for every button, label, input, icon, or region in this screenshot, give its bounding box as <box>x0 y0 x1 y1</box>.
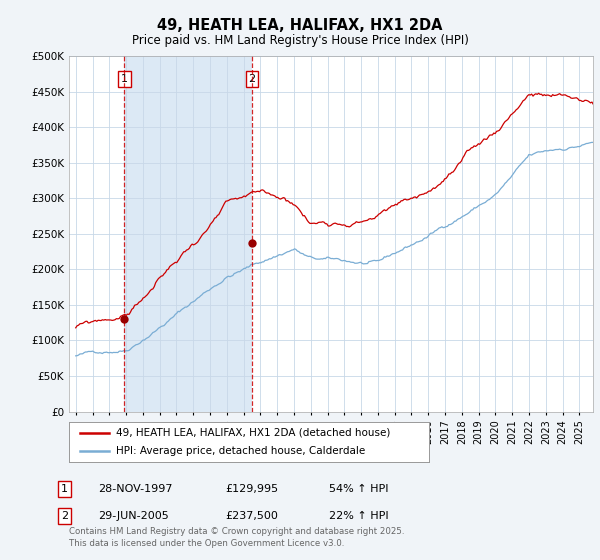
Bar <box>124 56 252 412</box>
Text: £237,500: £237,500 <box>225 511 278 521</box>
Text: Contains HM Land Registry data © Crown copyright and database right 2025.
This d: Contains HM Land Registry data © Crown c… <box>69 527 404 548</box>
Text: Price paid vs. HM Land Registry's House Price Index (HPI): Price paid vs. HM Land Registry's House … <box>131 34 469 46</box>
Text: 1: 1 <box>121 74 128 84</box>
Text: 28-NOV-1997: 28-NOV-1997 <box>98 484 172 494</box>
Text: 49, HEATH LEA, HALIFAX, HX1 2DA (detached house): 49, HEATH LEA, HALIFAX, HX1 2DA (detache… <box>116 428 390 438</box>
Text: HPI: Average price, detached house, Calderdale: HPI: Average price, detached house, Cald… <box>116 446 365 456</box>
Text: 49, HEATH LEA, HALIFAX, HX1 2DA: 49, HEATH LEA, HALIFAX, HX1 2DA <box>157 18 443 33</box>
Text: 54% ↑ HPI: 54% ↑ HPI <box>329 484 388 494</box>
Text: 1: 1 <box>61 484 68 494</box>
Text: 22% ↑ HPI: 22% ↑ HPI <box>329 511 388 521</box>
Text: 2: 2 <box>248 74 256 84</box>
Text: 2: 2 <box>61 511 68 521</box>
Text: £129,995: £129,995 <box>225 484 278 494</box>
Text: 29-JUN-2005: 29-JUN-2005 <box>98 511 169 521</box>
